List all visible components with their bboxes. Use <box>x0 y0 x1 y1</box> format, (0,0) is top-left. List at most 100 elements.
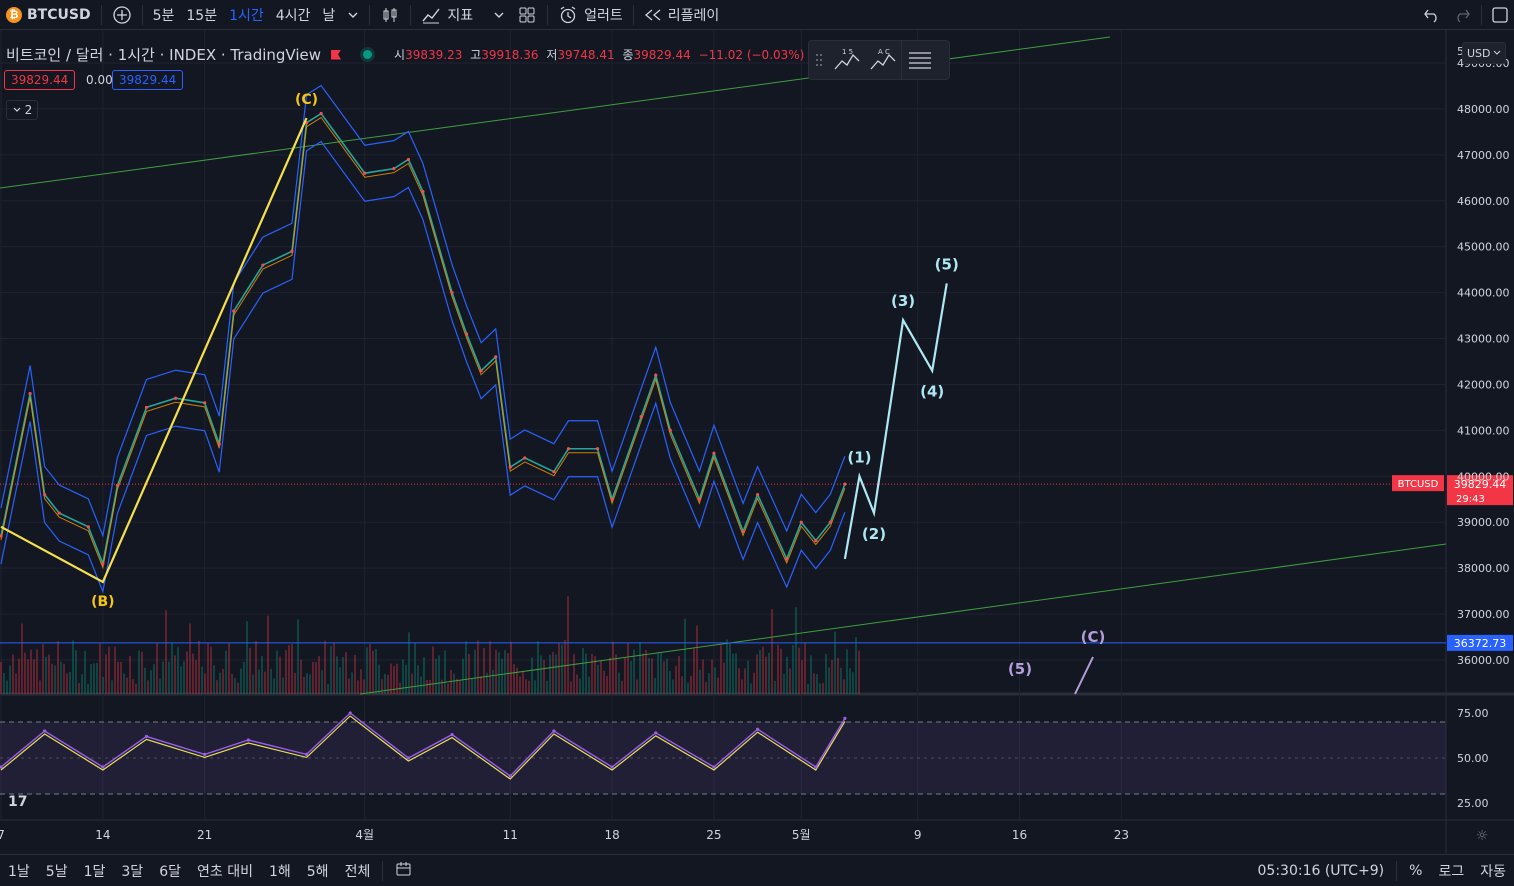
volume-bar <box>348 678 350 694</box>
percent-toggle[interactable]: % <box>1409 862 1423 879</box>
volume-bar <box>549 654 551 694</box>
range-3m[interactable]: 3달 <box>121 863 144 880</box>
close-value: 39829.44 <box>633 48 691 62</box>
auto-toggle[interactable]: 자동 <box>1480 863 1506 880</box>
interval-5m[interactable]: 5분 <box>152 7 175 24</box>
layouts-button[interactable] <box>511 0 543 30</box>
volume-bar <box>222 669 224 694</box>
tool-wave-label: A C <box>878 48 890 56</box>
indicators-button[interactable]: 지표 <box>415 0 479 30</box>
volume-bar <box>444 650 446 694</box>
axis-background <box>1446 30 1514 820</box>
rsi-tick-label: 75.00 <box>1457 707 1489 720</box>
volume-bar <box>327 683 329 694</box>
sell-price-box[interactable]: 39829.44 <box>4 70 76 90</box>
alert-button[interactable]: 얼러트 <box>552 0 629 30</box>
interval-15m[interactable]: 15분 <box>186 7 218 24</box>
trend-lines: 36372.73 BTCUSD 39829.44 29:43 <box>0 36 1513 695</box>
elliott-correction-tool[interactable]: A C <box>865 41 901 79</box>
range-1y[interactable]: 1해 <box>268 863 291 880</box>
volume-bar <box>117 661 119 694</box>
volume-bar <box>822 683 824 694</box>
interval-dropdown[interactable] <box>341 0 365 30</box>
price-chart[interactable]: 36372.73 BTCUSD 39829.44 29:43 (B) (C) (1) (2)… <box>0 30 1514 854</box>
range-5y[interactable]: 5해 <box>306 863 329 880</box>
currency-dropdown[interactable]: USD <box>1462 42 1506 64</box>
compare-button[interactable] <box>106 0 138 30</box>
volume-bar <box>387 674 389 694</box>
divider <box>382 860 384 881</box>
volume-bar <box>411 673 413 694</box>
volume-bar <box>27 659 29 694</box>
goto-date-button[interactable] <box>387 861 421 881</box>
volume-bar <box>567 596 569 694</box>
volume-bar <box>816 674 818 694</box>
volume-bar <box>681 676 683 694</box>
chart-type-button[interactable] <box>374 0 406 30</box>
volume-bar <box>66 673 68 694</box>
symbol-search[interactable]: ₿ BTCUSD <box>0 0 97 30</box>
range-1d[interactable]: 1날 <box>8 863 30 880</box>
volume-bar <box>477 640 479 694</box>
volume-bar <box>642 653 644 694</box>
indicators-dropdown[interactable] <box>487 0 511 30</box>
collapse-indicators-button[interactable]: 2 <box>6 100 38 120</box>
replay-button[interactable]: 리플레이 <box>638 0 726 30</box>
volume-bar <box>648 657 650 694</box>
volume-bar <box>9 665 11 694</box>
open-label: 시 <box>394 48 406 62</box>
clock[interactable]: 05:30:16 (UTC+9) <box>1257 862 1385 879</box>
interval-1d[interactable]: 날 <box>322 7 336 24</box>
y-tick-label: 40000.00 <box>1457 470 1510 483</box>
rsi-point <box>246 738 250 742</box>
range-1m[interactable]: 1달 <box>83 863 106 880</box>
x-tick-label: 4월 <box>355 828 374 842</box>
volume-bar <box>216 680 218 694</box>
volume-bar <box>54 665 56 694</box>
settings-lines-button[interactable] <box>901 41 938 79</box>
volume-bar <box>717 677 719 694</box>
rsi-point <box>843 716 847 721</box>
volume-bar <box>633 649 635 694</box>
volume-bar <box>774 680 776 694</box>
symbol-title[interactable]: 비트코인 / 달러 · 1시간 · INDEX · TradingView <box>6 46 322 64</box>
fullscreen-button[interactable] <box>1486 0 1514 30</box>
volume-bar <box>789 668 791 694</box>
volume-bar <box>396 663 398 694</box>
open-value: 39839.23 <box>405 48 463 62</box>
volume-bar <box>450 669 452 694</box>
window-icon <box>1492 6 1508 23</box>
volume-bar <box>42 644 44 694</box>
volume-bar <box>51 663 53 694</box>
undo-button[interactable] <box>1417 0 1447 30</box>
close-label: 종 <box>622 48 634 62</box>
grid-icon <box>519 7 535 22</box>
volume-bar <box>384 673 386 694</box>
volume-bar <box>843 679 845 694</box>
volume-bar <box>795 607 797 694</box>
volume-bar <box>711 659 713 694</box>
range-all[interactable]: 전체 <box>344 863 371 880</box>
range-ytd[interactable]: 연초 대비 <box>196 863 253 880</box>
price-point <box>828 520 832 524</box>
volume-bar <box>753 672 755 694</box>
price-point <box>595 447 600 451</box>
volume-bar <box>435 658 437 694</box>
elliott-impulse-tool[interactable]: 1 5 <box>829 41 865 79</box>
candles-icon <box>383 7 397 22</box>
lower-band <box>0 140 846 594</box>
volume-bar <box>210 646 212 694</box>
drag-handle[interactable] <box>809 41 829 79</box>
interval-1h[interactable]: 1시간 <box>229 7 264 24</box>
buy-price-box[interactable]: 39829.44 <box>112 70 184 90</box>
settings-gear-icon: ☼ <box>1476 828 1489 844</box>
interval-4h[interactable]: 4시간 <box>275 7 311 24</box>
volume-bar <box>504 650 506 694</box>
x-tick-label: 11 <box>503 828 518 842</box>
log-toggle[interactable]: 로그 <box>1438 863 1465 880</box>
range-5d[interactable]: 5날 <box>45 863 68 880</box>
redo-button[interactable] <box>1447 0 1477 30</box>
range-6m[interactable]: 6달 <box>159 863 181 880</box>
price-point <box>0 534 3 538</box>
volume-bar <box>90 664 92 694</box>
